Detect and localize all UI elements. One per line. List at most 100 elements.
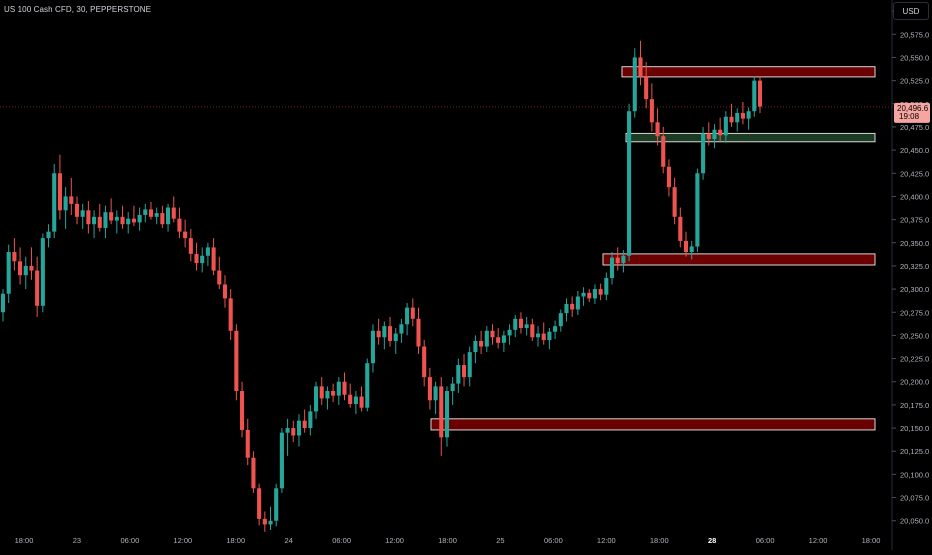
candle-body — [740, 113, 745, 119]
candle — [200, 247, 205, 273]
candle — [308, 404, 313, 436]
currency-button[interactable]: USD — [893, 2, 929, 20]
candle — [706, 122, 711, 146]
candle-body — [729, 116, 734, 123]
candle-body — [496, 337, 501, 343]
candle-body — [638, 57, 643, 76]
candle — [399, 318, 404, 343]
candle-body — [405, 307, 410, 325]
candle-body — [228, 298, 233, 331]
candle-body — [80, 210, 85, 217]
candle — [154, 207, 159, 225]
candle-body — [649, 99, 654, 123]
candle — [342, 372, 347, 401]
symbol-title[interactable]: US 100 Cash CFD, 30, PEPPERSTONE — [4, 5, 152, 14]
candle-body — [695, 173, 700, 247]
candle-body — [12, 252, 17, 262]
candle-body — [530, 324, 535, 338]
price-tick-label: 20,050.0 — [900, 517, 929, 526]
candle-body — [35, 270, 40, 306]
price-tick-label: 20,300.0 — [900, 285, 929, 294]
price-tick-label: 20,125.0 — [900, 447, 929, 456]
last-price-tag-bg — [894, 102, 930, 123]
candle-body — [433, 386, 438, 401]
time-tick-label: 18:00 — [15, 536, 34, 545]
candle-body — [308, 411, 313, 429]
candle-body — [188, 238, 193, 254]
candle — [166, 203, 171, 232]
supply-zone[interactable] — [602, 253, 876, 266]
candle — [592, 284, 597, 304]
candle-body — [370, 330, 376, 364]
candle-body — [444, 391, 450, 438]
candle — [638, 40, 643, 86]
price-tick-label: 20,100.0 — [900, 470, 929, 479]
candle — [467, 346, 472, 387]
candle-body — [450, 383, 455, 392]
candle — [234, 324, 239, 401]
candle-body — [97, 216, 102, 228]
candle — [433, 381, 438, 415]
time-tick-label: 12:00 — [809, 536, 828, 545]
candle — [188, 228, 193, 262]
supply-zone[interactable] — [621, 66, 876, 78]
candle — [518, 312, 523, 334]
candle — [171, 196, 176, 223]
demand-zone[interactable] — [625, 132, 876, 143]
candle-body — [706, 133, 711, 139]
candle-body — [160, 213, 165, 225]
candle-body — [575, 296, 580, 310]
candle — [416, 307, 421, 354]
candle-body — [313, 386, 319, 412]
candle-body — [422, 346, 427, 378]
candle-body — [353, 396, 358, 404]
candle — [609, 252, 615, 285]
price-tick-label: 20,350.0 — [900, 239, 929, 248]
candle-body — [296, 420, 302, 436]
candle — [507, 324, 512, 345]
candle-body — [46, 231, 51, 239]
candle — [740, 101, 745, 125]
candle-body — [427, 377, 432, 401]
time-tick-label: 23 — [73, 536, 81, 545]
candle — [661, 126, 666, 174]
candle-body — [416, 318, 421, 347]
candle — [530, 318, 535, 341]
candle-body — [501, 335, 506, 343]
price-tick-label: 20,375.0 — [900, 216, 929, 225]
candle — [678, 207, 683, 248]
candle — [587, 289, 592, 303]
candle-body — [325, 391, 330, 399]
candle-body — [148, 209, 154, 217]
candle — [268, 506, 273, 530]
supply-zone[interactable] — [430, 418, 876, 431]
candle — [0, 289, 6, 322]
candle-body — [336, 381, 341, 396]
candle — [535, 326, 541, 347]
candle — [325, 386, 330, 410]
candle — [365, 358, 370, 412]
candle — [558, 309, 563, 332]
candle-body — [735, 113, 740, 123]
last-price-value: 20,496.6 — [897, 104, 929, 113]
candle-body — [137, 214, 142, 223]
candle-body — [52, 173, 57, 232]
candle-body — [291, 428, 296, 436]
candle-body — [581, 292, 586, 297]
candle — [604, 272, 609, 301]
candle — [689, 240, 694, 260]
price-tick-label: 20,225.0 — [900, 355, 929, 364]
candle-body — [683, 240, 689, 253]
candle-body — [18, 261, 23, 276]
candle — [109, 198, 114, 225]
candle-body — [154, 213, 159, 217]
time-axis[interactable]: 18:00 23 06:00 12:00 18:00 24 06:00 12:00 18:00 2… — [15, 536, 881, 545]
candle-body — [92, 216, 97, 225]
time-tick-label: 12:00 — [597, 536, 616, 545]
price-tick-label: 20,325.0 — [900, 262, 929, 271]
candle — [718, 117, 723, 141]
last-price-countdown: 19:08 — [899, 112, 920, 121]
candle — [570, 296, 575, 317]
